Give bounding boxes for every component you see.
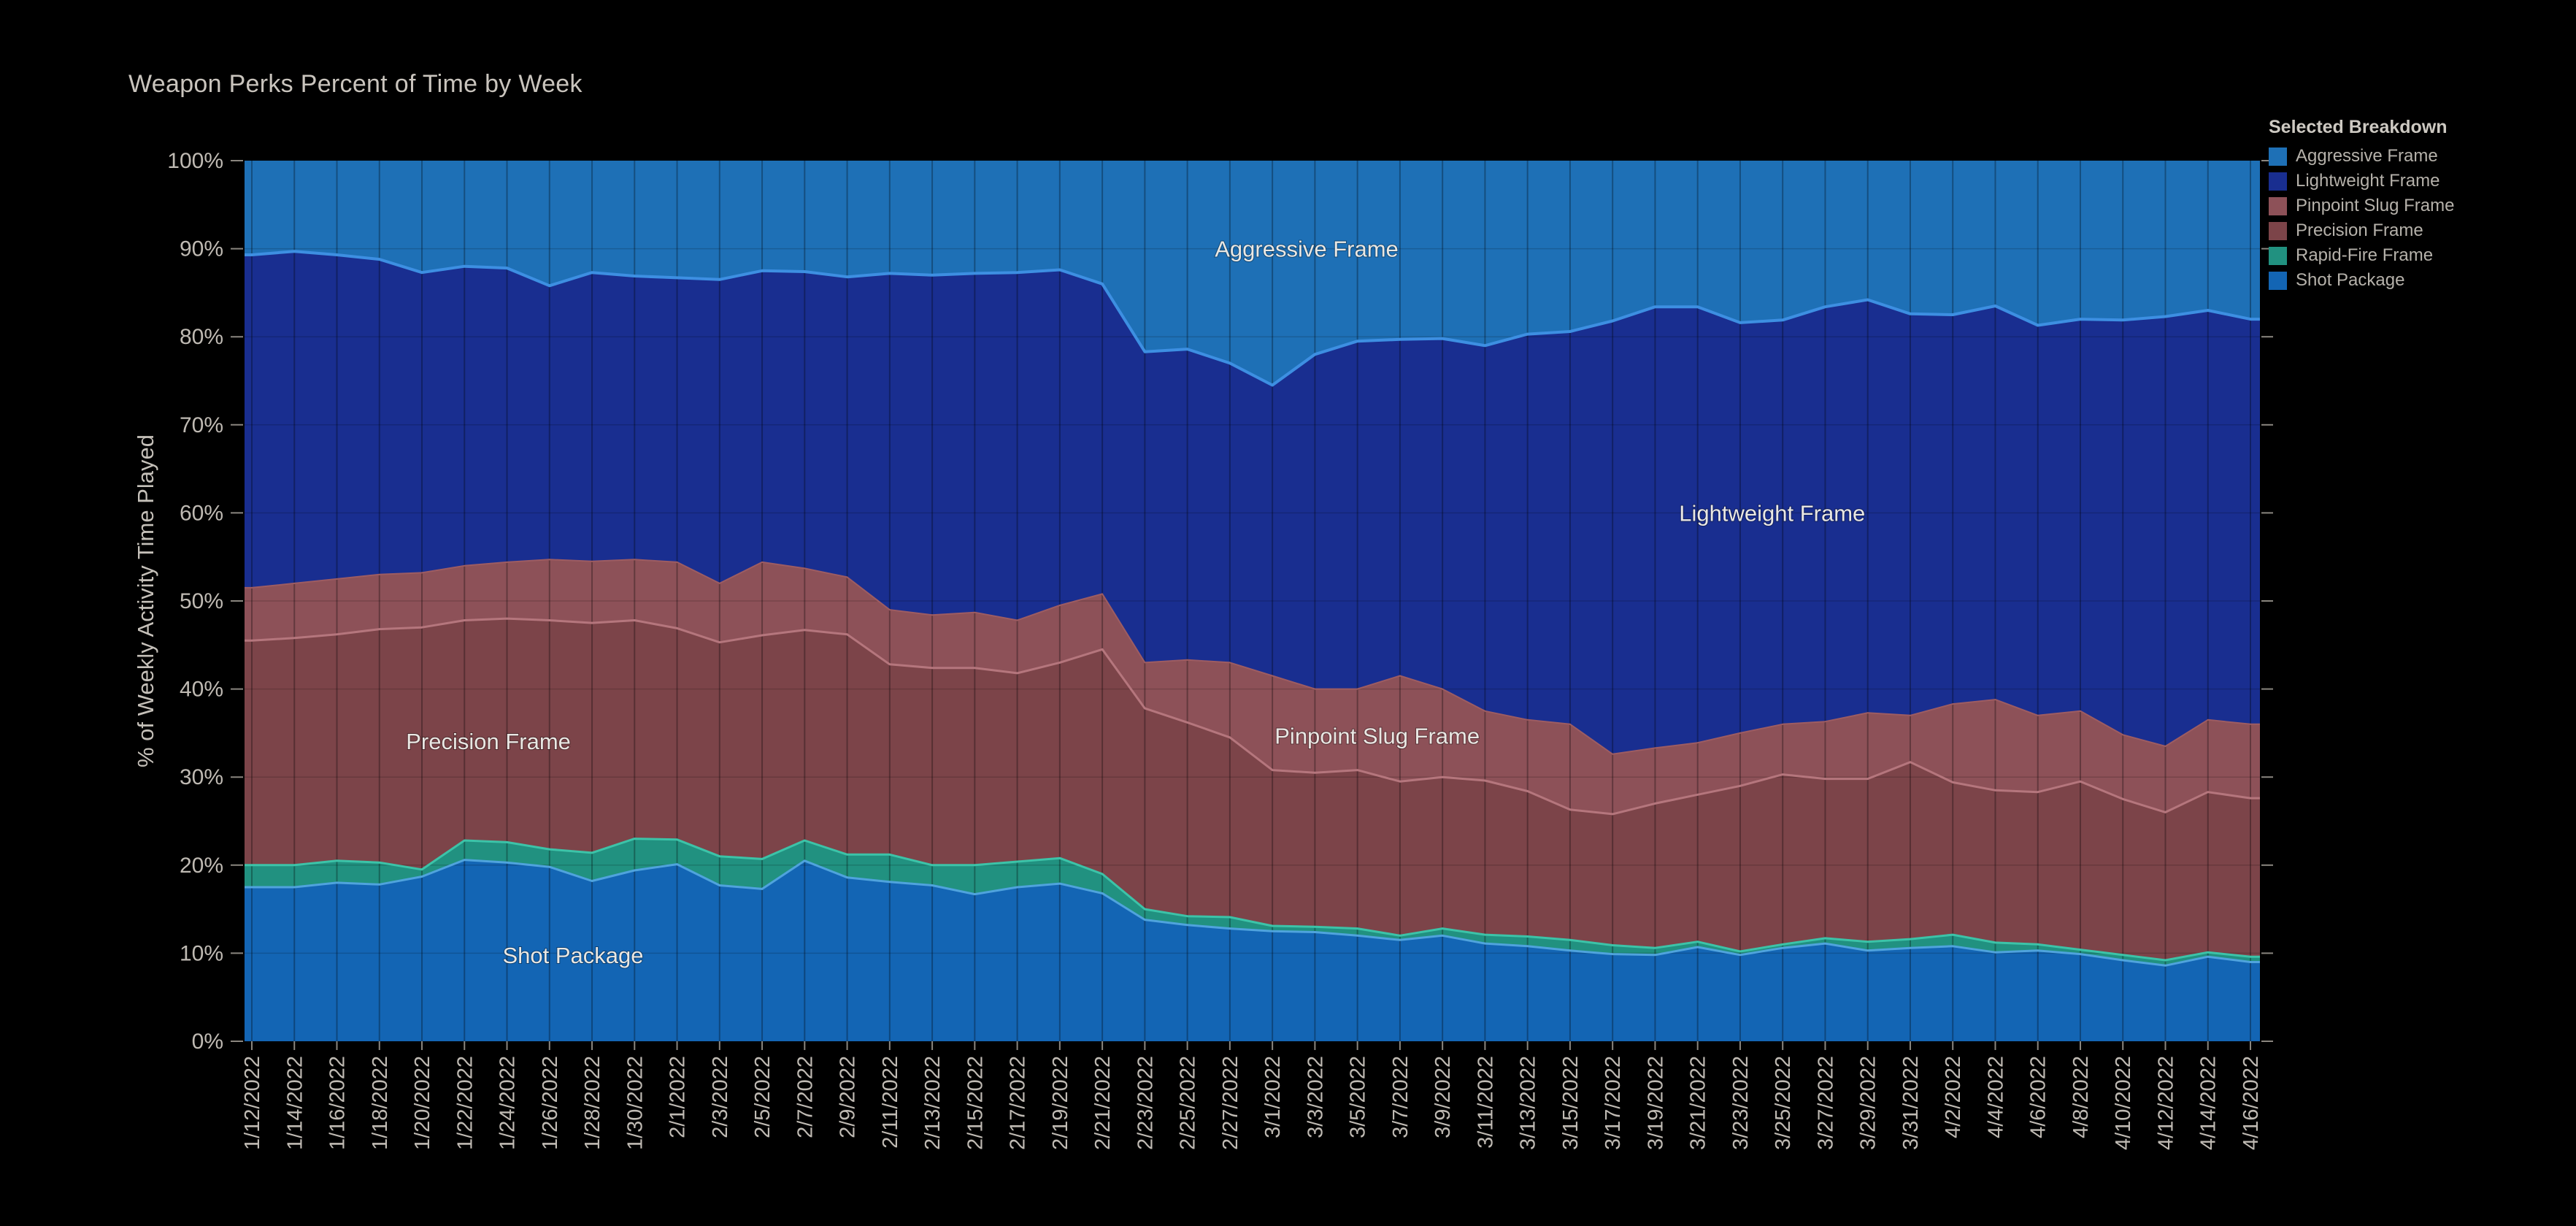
x-tick-label: 2/13/2022 xyxy=(921,1056,945,1150)
x-tick-label: 2/15/2022 xyxy=(964,1056,987,1150)
x-tick-label: 4/14/2022 xyxy=(2197,1056,2221,1150)
legend-item-rapid-fire-frame[interactable]: Rapid-Fire Frame xyxy=(2269,243,2575,268)
legend-item-label: Lightweight Frame xyxy=(2296,171,2440,191)
x-tick-label: 2/21/2022 xyxy=(1091,1056,1115,1150)
area-shot-package[interactable] xyxy=(245,859,2260,1041)
x-tick-label: 1/16/2022 xyxy=(326,1056,350,1150)
edge-pinpoint-slug-frame xyxy=(245,559,2260,755)
area-annotation-aggressive-frame: Aggressive Frame xyxy=(1215,237,1399,262)
x-tick-label: 3/25/2022 xyxy=(1772,1056,1795,1150)
area-lightweight-frame[interactable] xyxy=(245,251,2260,754)
legend-item-aggressive-frame[interactable]: Aggressive Frame xyxy=(2269,144,2575,169)
legend-item-precision-frame[interactable]: Precision Frame xyxy=(2269,218,2575,243)
x-tick-label: 2/19/2022 xyxy=(1049,1056,1072,1150)
x-tick-label: 3/27/2022 xyxy=(1814,1056,1837,1150)
x-tick-label: 2/1/2022 xyxy=(666,1056,690,1138)
y-tick-label: 40% xyxy=(180,678,223,702)
x-tick-label: 3/5/2022 xyxy=(1347,1056,1370,1138)
x-tick-label: 3/17/2022 xyxy=(1602,1056,1625,1150)
x-tick-label: 1/28/2022 xyxy=(581,1056,604,1150)
area-pinpoint-slug-frame[interactable] xyxy=(245,559,2260,814)
y-tick-label: 30% xyxy=(180,765,223,789)
x-tick-label: 2/25/2022 xyxy=(1177,1056,1200,1150)
x-tick-label: 3/19/2022 xyxy=(1644,1056,1667,1150)
edge-precision-frame xyxy=(245,617,2260,816)
x-tick-label: 1/18/2022 xyxy=(369,1056,392,1150)
x-tick-label: 1/20/2022 xyxy=(411,1056,434,1150)
x-tick-label: 4/12/2022 xyxy=(2155,1056,2178,1150)
chart-title: Weapon Perks Percent of Time by Week xyxy=(128,70,583,98)
x-tick-label: 3/29/2022 xyxy=(1857,1056,1880,1150)
area-annotation-pinpoint-slug-frame: Pinpoint Slug Frame xyxy=(1274,724,1480,749)
legend: Selected Breakdown Aggressive Frame Light… xyxy=(2269,117,2575,293)
x-tick-label: 4/4/2022 xyxy=(1985,1056,2008,1138)
x-tick-label: 2/11/2022 xyxy=(879,1056,902,1149)
legend-item-pinpoint-slug-frame[interactable]: Pinpoint Slug Frame xyxy=(2269,194,2575,218)
x-tick-label: 2/3/2022 xyxy=(709,1056,732,1138)
x-tick-label: 2/17/2022 xyxy=(1007,1056,1030,1150)
edge-lightweight-frame xyxy=(245,250,2260,387)
x-tick-label: 1/30/2022 xyxy=(623,1056,647,1150)
x-tick-label: 1/14/2022 xyxy=(283,1056,307,1150)
area-aggressive-frame[interactable] xyxy=(245,161,2260,386)
x-tick-label: 4/16/2022 xyxy=(2239,1056,2263,1150)
x-tick-label: 1/12/2022 xyxy=(241,1056,264,1150)
x-tick-label: 4/10/2022 xyxy=(2112,1056,2135,1150)
x-tick-label: 3/15/2022 xyxy=(1559,1056,1583,1150)
x-tick-label: 2/23/2022 xyxy=(1134,1056,1157,1150)
x-tick-label: 3/3/2022 xyxy=(1304,1056,1327,1138)
x-tick-label: 2/7/2022 xyxy=(793,1056,817,1138)
area-rapid-fire-frame[interactable] xyxy=(245,838,2260,966)
y-tick-label: 60% xyxy=(180,501,223,525)
area-precision-frame[interactable] xyxy=(245,618,2260,960)
legend-swatch-icon xyxy=(2269,196,2287,215)
x-tick-label: 1/26/2022 xyxy=(539,1056,562,1150)
x-tick-label: 4/2/2022 xyxy=(1942,1056,1965,1138)
legend-item-shot-package[interactable]: Shot Package xyxy=(2269,268,2575,293)
legend-items: Aggressive Frame Lightweight Frame Pinpoin… xyxy=(2269,144,2575,293)
x-tick-label: 3/21/2022 xyxy=(1687,1056,1710,1150)
area-annotation-shot-package: Shot Package xyxy=(502,943,643,968)
y-tick-label: 10% xyxy=(180,941,223,965)
y-tick-label: 80% xyxy=(180,325,223,349)
y-tick-label: 50% xyxy=(180,589,223,613)
legend-item-label: Pinpoint Slug Frame xyxy=(2296,196,2455,215)
x-tick-label: 2/5/2022 xyxy=(751,1056,774,1138)
legend-item-label: Shot Package xyxy=(2296,270,2405,290)
legend-swatch-icon xyxy=(2269,147,2287,166)
x-tick-label: 4/8/2022 xyxy=(2069,1056,2093,1138)
x-tick-label: 1/22/2022 xyxy=(453,1056,477,1150)
x-tick-label: 3/9/2022 xyxy=(1431,1056,1455,1138)
legend-item-label: Aggressive Frame xyxy=(2296,146,2438,166)
edge-rapid-fire-frame xyxy=(245,838,2260,962)
legend-item-label: Precision Frame xyxy=(2296,221,2423,240)
y-tick-label: 0% xyxy=(192,1030,223,1054)
legend-item-lightweight-frame[interactable]: Lightweight Frame xyxy=(2269,169,2575,194)
area-annotation-lightweight-frame: Lightweight Frame xyxy=(1679,500,1865,526)
x-tick-label: 2/9/2022 xyxy=(837,1056,860,1138)
legend-swatch-icon xyxy=(2269,221,2287,240)
y-tick-label: 70% xyxy=(180,413,223,437)
legend-swatch-icon xyxy=(2269,246,2287,265)
x-tick-label: 1/24/2022 xyxy=(496,1056,520,1150)
y-tick-label: 90% xyxy=(180,237,223,261)
legend-swatch-icon xyxy=(2269,271,2287,290)
x-tick-label: 3/31/2022 xyxy=(1899,1056,1923,1150)
x-tick-label: 3/11/2022 xyxy=(1474,1056,1497,1149)
x-tick-label: 3/1/2022 xyxy=(1261,1056,1285,1138)
legend-title: Selected Breakdown xyxy=(2269,117,2448,137)
x-tick-label: 3/13/2022 xyxy=(1517,1056,1540,1150)
x-tick-label: 3/23/2022 xyxy=(1729,1056,1753,1150)
y-tick-label: 100% xyxy=(167,149,223,173)
legend-item-label: Rapid-Fire Frame xyxy=(2296,245,2434,265)
edge-shot-package xyxy=(245,859,2260,967)
area-annotation-precision-frame: Precision Frame xyxy=(406,729,571,754)
legend-swatch-icon xyxy=(2269,172,2287,191)
x-tick-label: 3/7/2022 xyxy=(1389,1056,1412,1138)
x-tick-label: 4/6/2022 xyxy=(2027,1056,2050,1138)
y-tick-label: 20% xyxy=(180,854,223,878)
x-tick-label: 2/27/2022 xyxy=(1219,1056,1242,1150)
